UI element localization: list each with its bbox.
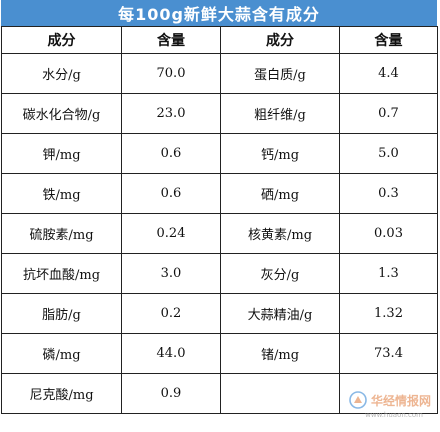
amount-cell: 0.9 bbox=[121, 373, 221, 414]
table-row: 磷/mg 44.0 锗/mg 73.4 bbox=[1, 333, 438, 374]
ingredient-cell: 铁/mg bbox=[1, 173, 122, 214]
amount-cell: 70.0 bbox=[121, 53, 221, 94]
header-row: 成分 含量 成分 含量 bbox=[1, 26, 438, 54]
ingredient-cell: 硫胺素/mg bbox=[1, 213, 122, 254]
table-row: 抗坏血酸/mg 3.0 灰分/g 1.3 bbox=[1, 253, 438, 294]
amount-cell: 0.6 bbox=[121, 173, 221, 214]
ingredient-cell: 核黄素/mg bbox=[220, 213, 340, 254]
table-row: 碳水化合物/g 23.0 粗纤维/g 0.7 bbox=[1, 93, 438, 134]
table-row: 铁/mg 0.6 硒/mg 0.3 bbox=[1, 173, 438, 214]
amount-cell: 1.32 bbox=[339, 293, 438, 334]
header-amount-2: 含量 bbox=[339, 26, 438, 54]
nutrition-table: 成分 含量 成分 含量 水分/g 70.0 蛋白质/g 4.4 碳水化合物/g … bbox=[1, 26, 438, 414]
ingredient-cell bbox=[220, 373, 340, 414]
ingredient-cell: 大蒜精油/g bbox=[220, 293, 340, 334]
amount-cell: 0.2 bbox=[121, 293, 221, 334]
header-ingredient-1: 成分 bbox=[1, 26, 122, 54]
amount-cell: 4.4 bbox=[339, 53, 438, 94]
amount-cell: 73.4 bbox=[339, 333, 438, 374]
amount-cell: 5.0 bbox=[339, 133, 438, 174]
amount-cell: 0.3 bbox=[339, 173, 438, 214]
amount-cell: 44.0 bbox=[121, 333, 221, 374]
ingredient-cell: 灰分/g bbox=[220, 253, 340, 294]
ingredient-cell: 脂肪/g bbox=[1, 293, 122, 334]
table-row: 尼克酸/mg 0.9 bbox=[1, 373, 438, 414]
amount-cell: 0.7 bbox=[339, 93, 438, 134]
amount-cell: 0.03 bbox=[339, 213, 438, 254]
amount-cell: 0.24 bbox=[121, 213, 221, 254]
amount-cell bbox=[339, 373, 438, 414]
ingredient-cell: 蛋白质/g bbox=[220, 53, 340, 94]
amount-cell: 23.0 bbox=[121, 93, 221, 134]
amount-cell: 0.6 bbox=[121, 133, 221, 174]
table-row: 钾/mg 0.6 钙/mg 5.0 bbox=[1, 133, 438, 174]
amount-cell: 1.3 bbox=[339, 253, 438, 294]
ingredient-cell: 粗纤维/g bbox=[220, 93, 340, 134]
table-title: 每100g新鲜大蒜含有成分 bbox=[1, 0, 437, 26]
ingredient-cell: 水分/g bbox=[1, 53, 122, 94]
amount-cell: 3.0 bbox=[121, 253, 221, 294]
header-amount-1: 含量 bbox=[121, 26, 221, 54]
ingredient-cell: 钙/mg bbox=[220, 133, 340, 174]
ingredient-cell: 碳水化合物/g bbox=[1, 93, 122, 134]
ingredient-cell: 尼克酸/mg bbox=[1, 373, 122, 414]
ingredient-cell: 钾/mg bbox=[1, 133, 122, 174]
ingredient-cell: 抗坏血酸/mg bbox=[1, 253, 122, 294]
table-row: 硫胺素/mg 0.24 核黄素/mg 0.03 bbox=[1, 213, 438, 254]
watermark-url: www.huaon.com bbox=[365, 411, 423, 419]
header-ingredient-2: 成分 bbox=[220, 26, 340, 54]
table-row: 脂肪/g 0.2 大蒜精油/g 1.32 bbox=[1, 293, 438, 334]
table-row: 水分/g 70.0 蛋白质/g 4.4 bbox=[1, 53, 438, 94]
ingredient-cell: 硒/mg bbox=[220, 173, 340, 214]
ingredient-cell: 锗/mg bbox=[220, 333, 340, 374]
ingredient-cell: 磷/mg bbox=[1, 333, 122, 374]
